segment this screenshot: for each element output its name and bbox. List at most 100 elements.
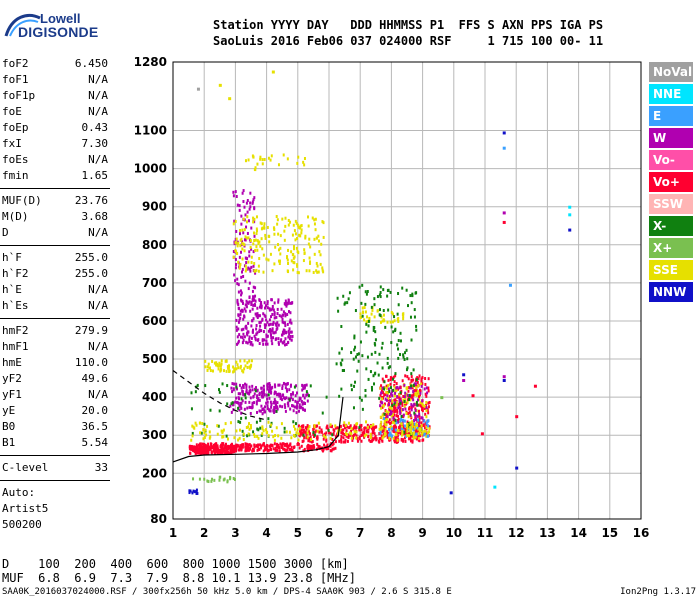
echo-point [289,330,292,334]
echo-point [381,395,384,399]
echo-point [200,444,203,448]
echo-point [255,444,258,448]
echo-point [386,294,389,298]
echo-point [250,336,253,340]
echo-point [237,420,240,424]
echo-point [386,433,389,437]
echo-point [266,404,269,408]
echo-point [405,348,408,352]
echo-point [269,158,272,162]
echo-point [329,436,332,440]
echo-point [378,352,381,356]
echo-point [248,335,251,339]
echo-point [286,444,289,448]
echo-point [266,387,269,391]
echo-point [408,407,411,411]
echo-point [268,444,271,448]
echo-point [395,421,398,425]
echo-point [211,446,214,450]
echo-point [281,317,284,321]
echo-point [219,445,222,449]
echo-point [381,426,384,430]
echo-point [245,340,248,344]
echo-point [284,314,287,318]
echo-point [274,385,277,389]
echo-point [277,259,280,263]
echo-point [394,391,397,395]
echo-point [224,442,227,446]
echo-point [306,399,309,403]
echo-point [399,339,402,343]
echo-point [206,479,209,483]
echo-point [224,451,227,455]
echo-point [307,439,310,443]
echo-point [234,257,237,261]
param-row-yf1: yF1 N/A [0,387,112,403]
echo-point [239,316,242,320]
echo-point [288,430,291,434]
echo-point [244,445,247,449]
param-value: 255.0 [74,251,108,264]
echo-point [404,397,407,401]
echo-point [243,218,246,222]
echo-point [245,299,248,303]
echo-point [386,361,389,365]
echo-point [373,315,376,319]
legend-item-e: E [649,106,693,126]
version-label: Ion2Png 1.3.17 [620,587,696,597]
param-value: 0.43 [81,121,109,134]
echo-point [418,425,421,429]
echo-point [241,240,244,244]
echo-point [300,228,303,232]
echo-point [365,292,368,296]
echo-point [386,415,389,419]
echo-point [245,425,248,429]
dashed-trace-curve [172,370,267,421]
echo-point [266,447,269,451]
echo-point [395,400,398,404]
echo-point [413,418,416,422]
echo-point [292,424,295,428]
echo-point [273,316,276,320]
echo-point [237,341,240,345]
echo-point [273,405,276,409]
echo-point [350,432,353,436]
echo-point [358,435,361,439]
echo-point [284,216,287,220]
echo-point [394,406,397,410]
param-value: N/A [88,283,108,296]
echo-point [211,369,214,373]
echo-point [297,155,300,159]
echo-point [399,407,402,411]
echo-point [272,408,275,412]
echo-point [389,405,392,409]
echo-point [367,377,370,381]
echo-point [388,394,391,398]
echo-point [423,429,426,433]
echo-point [356,437,359,441]
echo-point [247,425,250,429]
echo-point [251,289,254,293]
echo-point [342,368,345,372]
echo-point [334,424,337,428]
echo-point [261,412,264,416]
echo-point [290,338,293,342]
echo-point [296,223,299,227]
echo-point [377,439,380,443]
echo-point [347,421,350,425]
echo-point [244,442,247,446]
echo-point [309,260,312,264]
echo-point [338,351,341,355]
echo-point [301,388,304,392]
echo-point [340,363,343,367]
echo-point [312,270,315,274]
echo-point [289,334,292,338]
echo-point [394,428,397,432]
echo-point [244,416,247,420]
echo-point [273,311,276,315]
echo-point [253,196,256,200]
echo-point [386,394,389,398]
echo-point [420,404,423,408]
echo-point [278,262,281,266]
echo-point [259,443,262,447]
